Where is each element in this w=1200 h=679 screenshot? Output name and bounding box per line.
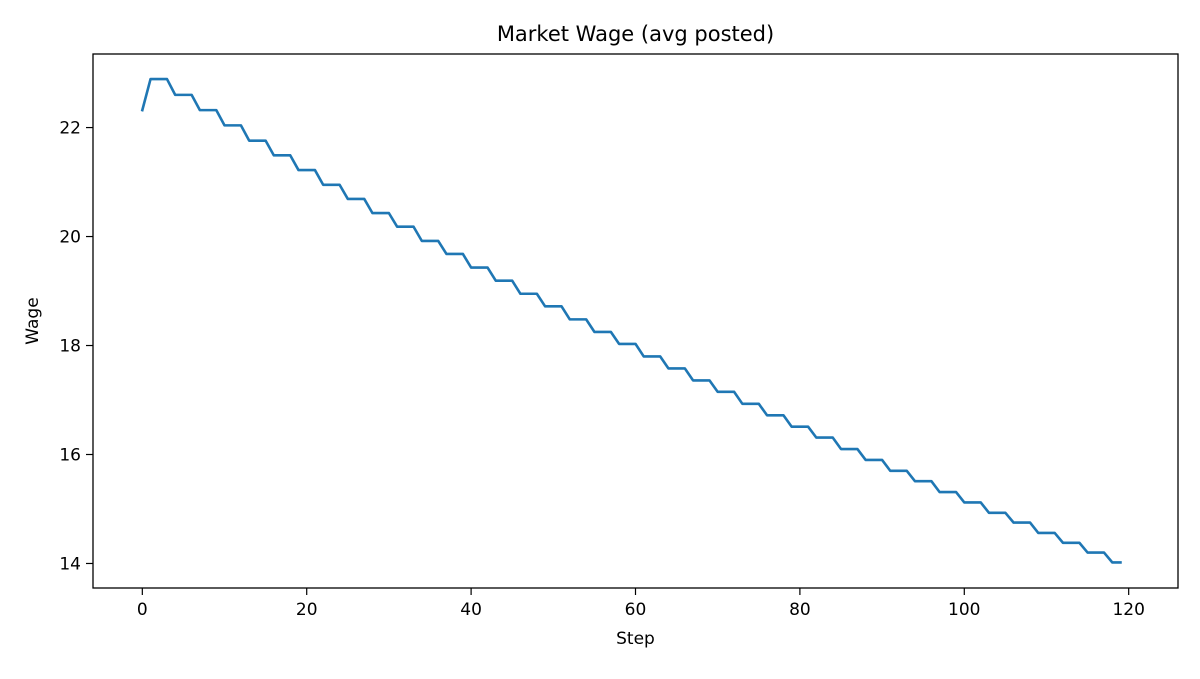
y-tick-label: 14 [59, 554, 81, 574]
y-tick-label: 22 [59, 119, 81, 139]
x-tick-label: 40 [460, 600, 482, 620]
x-tick-label: 20 [296, 600, 318, 620]
x-tick-label: 100 [948, 600, 980, 620]
x-tick-label: 120 [1112, 600, 1144, 620]
x-tick-label: 60 [625, 600, 647, 620]
y-axis-ticks: 14 16 18 20 22 [59, 119, 93, 574]
y-tick-label: 16 [59, 446, 81, 466]
x-axis-label: Step [616, 629, 655, 649]
x-axis-ticks: 0 20 40 60 80 100 120 [137, 588, 1145, 620]
chart-title: Market Wage (avg posted) [497, 22, 774, 46]
x-tick-label: 80 [789, 600, 811, 620]
y-axis-label: Wage [23, 297, 43, 344]
y-tick-label: 18 [59, 337, 81, 357]
y-tick-label: 20 [59, 228, 81, 248]
x-tick-label: 0 [137, 600, 148, 620]
series-line [140, 77, 1122, 564]
plot-area-frame [92, 53, 1179, 589]
